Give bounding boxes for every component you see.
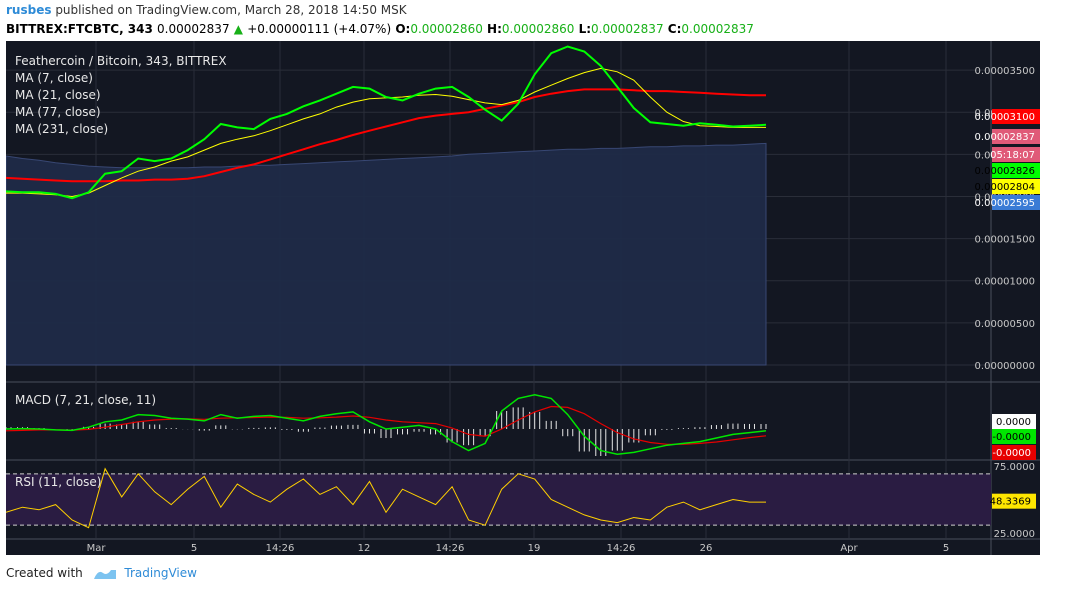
price-tick-label: 0.00000000 bbox=[975, 361, 1035, 372]
macd-pane-title: MACD (7, 21, close, 11) bbox=[15, 393, 156, 407]
macd-pane bbox=[6, 394, 767, 456]
author-link[interactable]: rusbes bbox=[6, 3, 52, 17]
rsi-tick-label: 75.0000 bbox=[994, 462, 1035, 473]
tradingview-logo-icon bbox=[93, 569, 116, 579]
symbol-label: BITTREX:FTCBTC, 343 bbox=[6, 22, 153, 36]
price-label-box bbox=[992, 109, 1040, 124]
price-label-text: 0.00002595 bbox=[975, 198, 1035, 209]
price-tick-label: 0.00000500 bbox=[975, 319, 1035, 330]
rsi-pane-title: RSI (11, close) bbox=[15, 475, 101, 489]
low-value: 0.00002837 bbox=[591, 22, 664, 36]
price-label-text: 0.00002837 bbox=[975, 132, 1035, 143]
time-tick-label: 19 bbox=[528, 543, 541, 554]
ma77-line bbox=[6, 88, 766, 183]
time-tick-label: 26 bbox=[700, 543, 713, 554]
price-label-text: 0.00002804 bbox=[975, 182, 1035, 193]
ma7-line bbox=[6, 45, 767, 200]
chart-canvas[interactable]: 0.000035000.000030000.000025000.00002000… bbox=[6, 41, 1040, 555]
price-label-box bbox=[992, 195, 1040, 210]
signal-line bbox=[6, 405, 767, 445]
price-label-text: 0.00003100 bbox=[975, 112, 1035, 123]
low-label: L: bbox=[578, 22, 592, 36]
macd-label-box bbox=[992, 414, 1036, 429]
time-tick-label: 5 bbox=[191, 543, 197, 554]
time-tick-label: Apr bbox=[840, 543, 858, 554]
rsi-value-label: 48.3369 bbox=[990, 497, 1031, 508]
open-value: 0.00002860 bbox=[410, 22, 483, 36]
macd-line bbox=[6, 394, 767, 455]
price-label-text: 05:18:07 bbox=[990, 150, 1035, 161]
macd-label-box bbox=[992, 429, 1036, 444]
time-tick-label: 12 bbox=[358, 543, 371, 554]
last-price: 0.00002837 bbox=[157, 22, 230, 36]
price-label-text: 0.00002826 bbox=[975, 166, 1035, 177]
time-tick-label: 14:26 bbox=[436, 543, 465, 554]
price-label-box bbox=[992, 147, 1040, 162]
time-tick-label: 5 bbox=[943, 543, 949, 554]
price-label-box bbox=[992, 163, 1040, 178]
price-tick-label: 0.00001000 bbox=[975, 277, 1035, 288]
rsi-value-box bbox=[992, 493, 1036, 509]
price-pane bbox=[6, 45, 767, 366]
footer: Created with TradingView bbox=[6, 566, 197, 581]
rsi-tick-label: 25.0000 bbox=[994, 529, 1035, 540]
macd-label-text: -0.0000 bbox=[992, 448, 1031, 459]
time-tick-label: 14:26 bbox=[266, 543, 295, 554]
price-tick-label: 0.00003500 bbox=[975, 66, 1035, 77]
ohlc-line: BITTREX:FTCBTC, 343 0.00002837 ▲ +0.0000… bbox=[6, 22, 754, 36]
legend-ma77: MA (77, close) bbox=[15, 105, 101, 119]
close-value: 0.00002837 bbox=[681, 22, 754, 36]
created-with-text: Created with bbox=[6, 566, 83, 580]
time-axis: Mar 5 14:26 12 14:26 19 14:26 26 Apr 5 bbox=[87, 543, 950, 554]
rsi-line bbox=[6, 467, 766, 529]
published-text: published on TradingView.com, March 28, … bbox=[55, 3, 407, 17]
up-arrow-icon: ▲ bbox=[233, 22, 243, 36]
close-label: C: bbox=[667, 22, 682, 36]
price-pane-title: Feathercoin / Bitcoin, 343, BITTREX bbox=[15, 54, 227, 68]
price-label-box bbox=[992, 179, 1040, 194]
rsi-pane bbox=[6, 467, 991, 529]
high-value: 0.00002860 bbox=[501, 22, 575, 36]
publish-line: rusbes published on TradingView.com, Mar… bbox=[6, 3, 407, 17]
tradingview-link[interactable]: TradingView bbox=[124, 566, 197, 580]
open-label: O: bbox=[395, 22, 411, 36]
legend-ma7: MA (7, close) bbox=[15, 71, 93, 85]
high-label: H: bbox=[487, 22, 502, 36]
legend-ma231: MA (231, close) bbox=[15, 122, 108, 136]
macd-label-text: 0.0000 bbox=[996, 417, 1031, 428]
price-label-box bbox=[992, 129, 1040, 144]
price-tick-label: 0.00001500 bbox=[975, 235, 1035, 246]
rsi-band bbox=[6, 473, 991, 526]
macd-label-box bbox=[992, 445, 1036, 460]
price-axis: 0.000035000.000030000.000025000.00002000… bbox=[975, 66, 1040, 540]
macd-label-text: -0.0000 bbox=[992, 432, 1031, 443]
ma231-area bbox=[6, 142, 767, 366]
time-tick-label: Mar bbox=[87, 543, 107, 554]
legend-ma21: MA (21, close) bbox=[15, 88, 101, 102]
price-change: +0.00000111 (+4.07%) bbox=[247, 22, 392, 36]
time-tick-label: 14:26 bbox=[607, 543, 636, 554]
